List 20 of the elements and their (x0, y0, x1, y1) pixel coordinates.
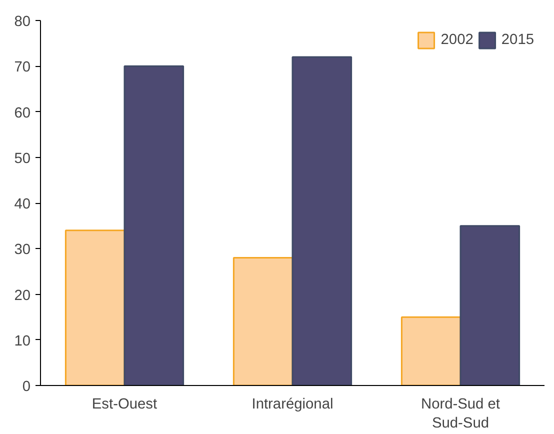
y-tick-label: 60 (14, 105, 31, 122)
y-tick-label: 40 (14, 196, 31, 212)
x-tick-label: Est-Ouest (92, 396, 158, 412)
x-tick-label: Intrarégional (252, 396, 334, 412)
legend-label: 2015 (501, 32, 534, 48)
legend-label: 2002 (440, 32, 474, 48)
bar (400, 316, 462, 386)
x-tick-label: Nord-Sud et Sud-Sud (420, 396, 500, 432)
y-tick-label: 20 (14, 288, 31, 304)
bar (460, 225, 520, 386)
y-tick-label: 70 (14, 60, 31, 76)
y-tick-label: 80 (14, 14, 31, 30)
y-tick-label: 30 (14, 242, 31, 258)
bar (64, 230, 126, 386)
y-tick-label: 0 (22, 379, 31, 395)
bar (292, 56, 352, 386)
y-tick-label: 50 (14, 150, 31, 167)
bar (232, 257, 294, 386)
bar (124, 65, 184, 386)
y-tick-label: 10 (14, 333, 31, 350)
